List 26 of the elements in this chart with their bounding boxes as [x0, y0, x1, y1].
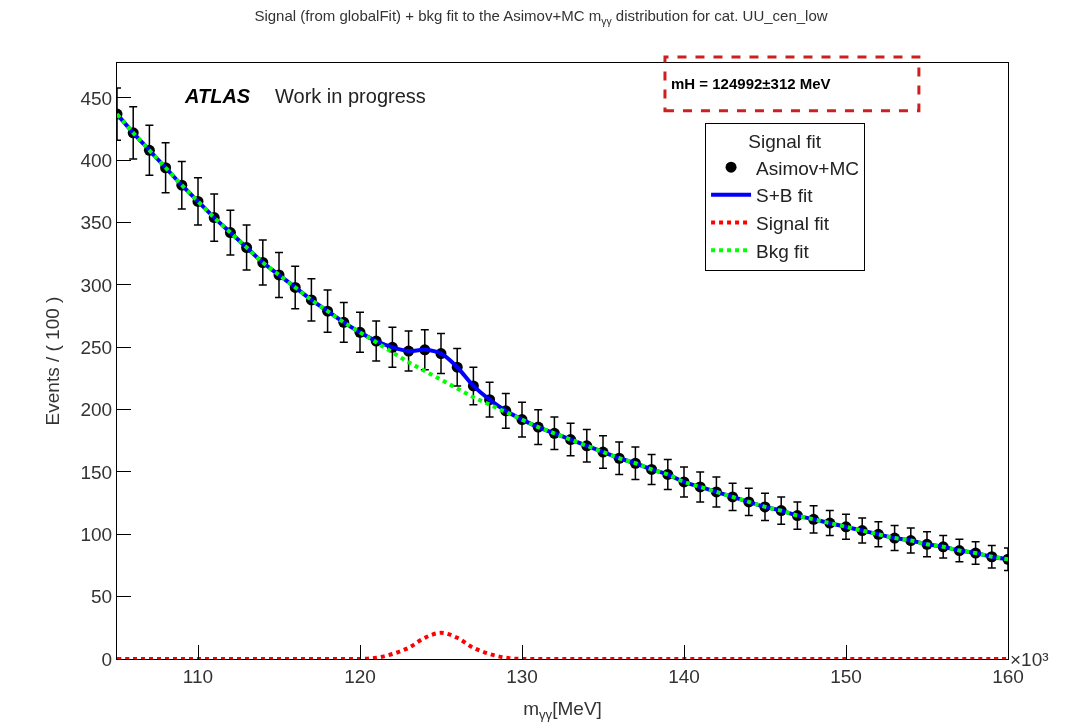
y-tick-label: 350	[80, 212, 113, 234]
legend-label: Asimov+MC	[756, 157, 859, 179]
legend-label: S+B fit	[756, 185, 814, 207]
x-tick-label: 120	[344, 665, 376, 687]
x-tick-label: 140	[668, 665, 700, 687]
y-axis-title: Events / ( 100 )	[42, 296, 64, 426]
legend-label: Bkg fit	[756, 240, 810, 262]
y-tick-label: 200	[80, 399, 113, 421]
x-tick-label: 150	[830, 665, 862, 687]
legend-label: Signal fit	[756, 212, 830, 234]
annotation: ATLAS	[184, 85, 251, 107]
annotation: Work in progress	[275, 85, 426, 107]
chart-title: Signal (from globalFit) + bkg fit to the Asimov+MC m$_{γγ}$ distribution for cat. UU_cen_low	[254, 7, 828, 27]
y-tick-label: 150	[80, 461, 113, 483]
y-tick-label: 450	[80, 87, 113, 109]
y-tick-label: 100	[80, 523, 113, 545]
annotation: mH = 124992±312 MeV	[671, 75, 831, 92]
x-tick-label: 130	[506, 665, 538, 687]
y-tick-label: 400	[80, 149, 113, 171]
x-axis-title: m$_{γγ}$[MeV]	[523, 697, 602, 722]
y-tick-label: 0	[101, 648, 113, 670]
y-tick-label: 300	[80, 274, 113, 296]
y-tick-label: 50	[91, 586, 113, 608]
legend-title: Signal fit	[748, 131, 822, 153]
x-tick-label: 110	[182, 665, 214, 687]
y-tick-label: 250	[80, 336, 113, 358]
